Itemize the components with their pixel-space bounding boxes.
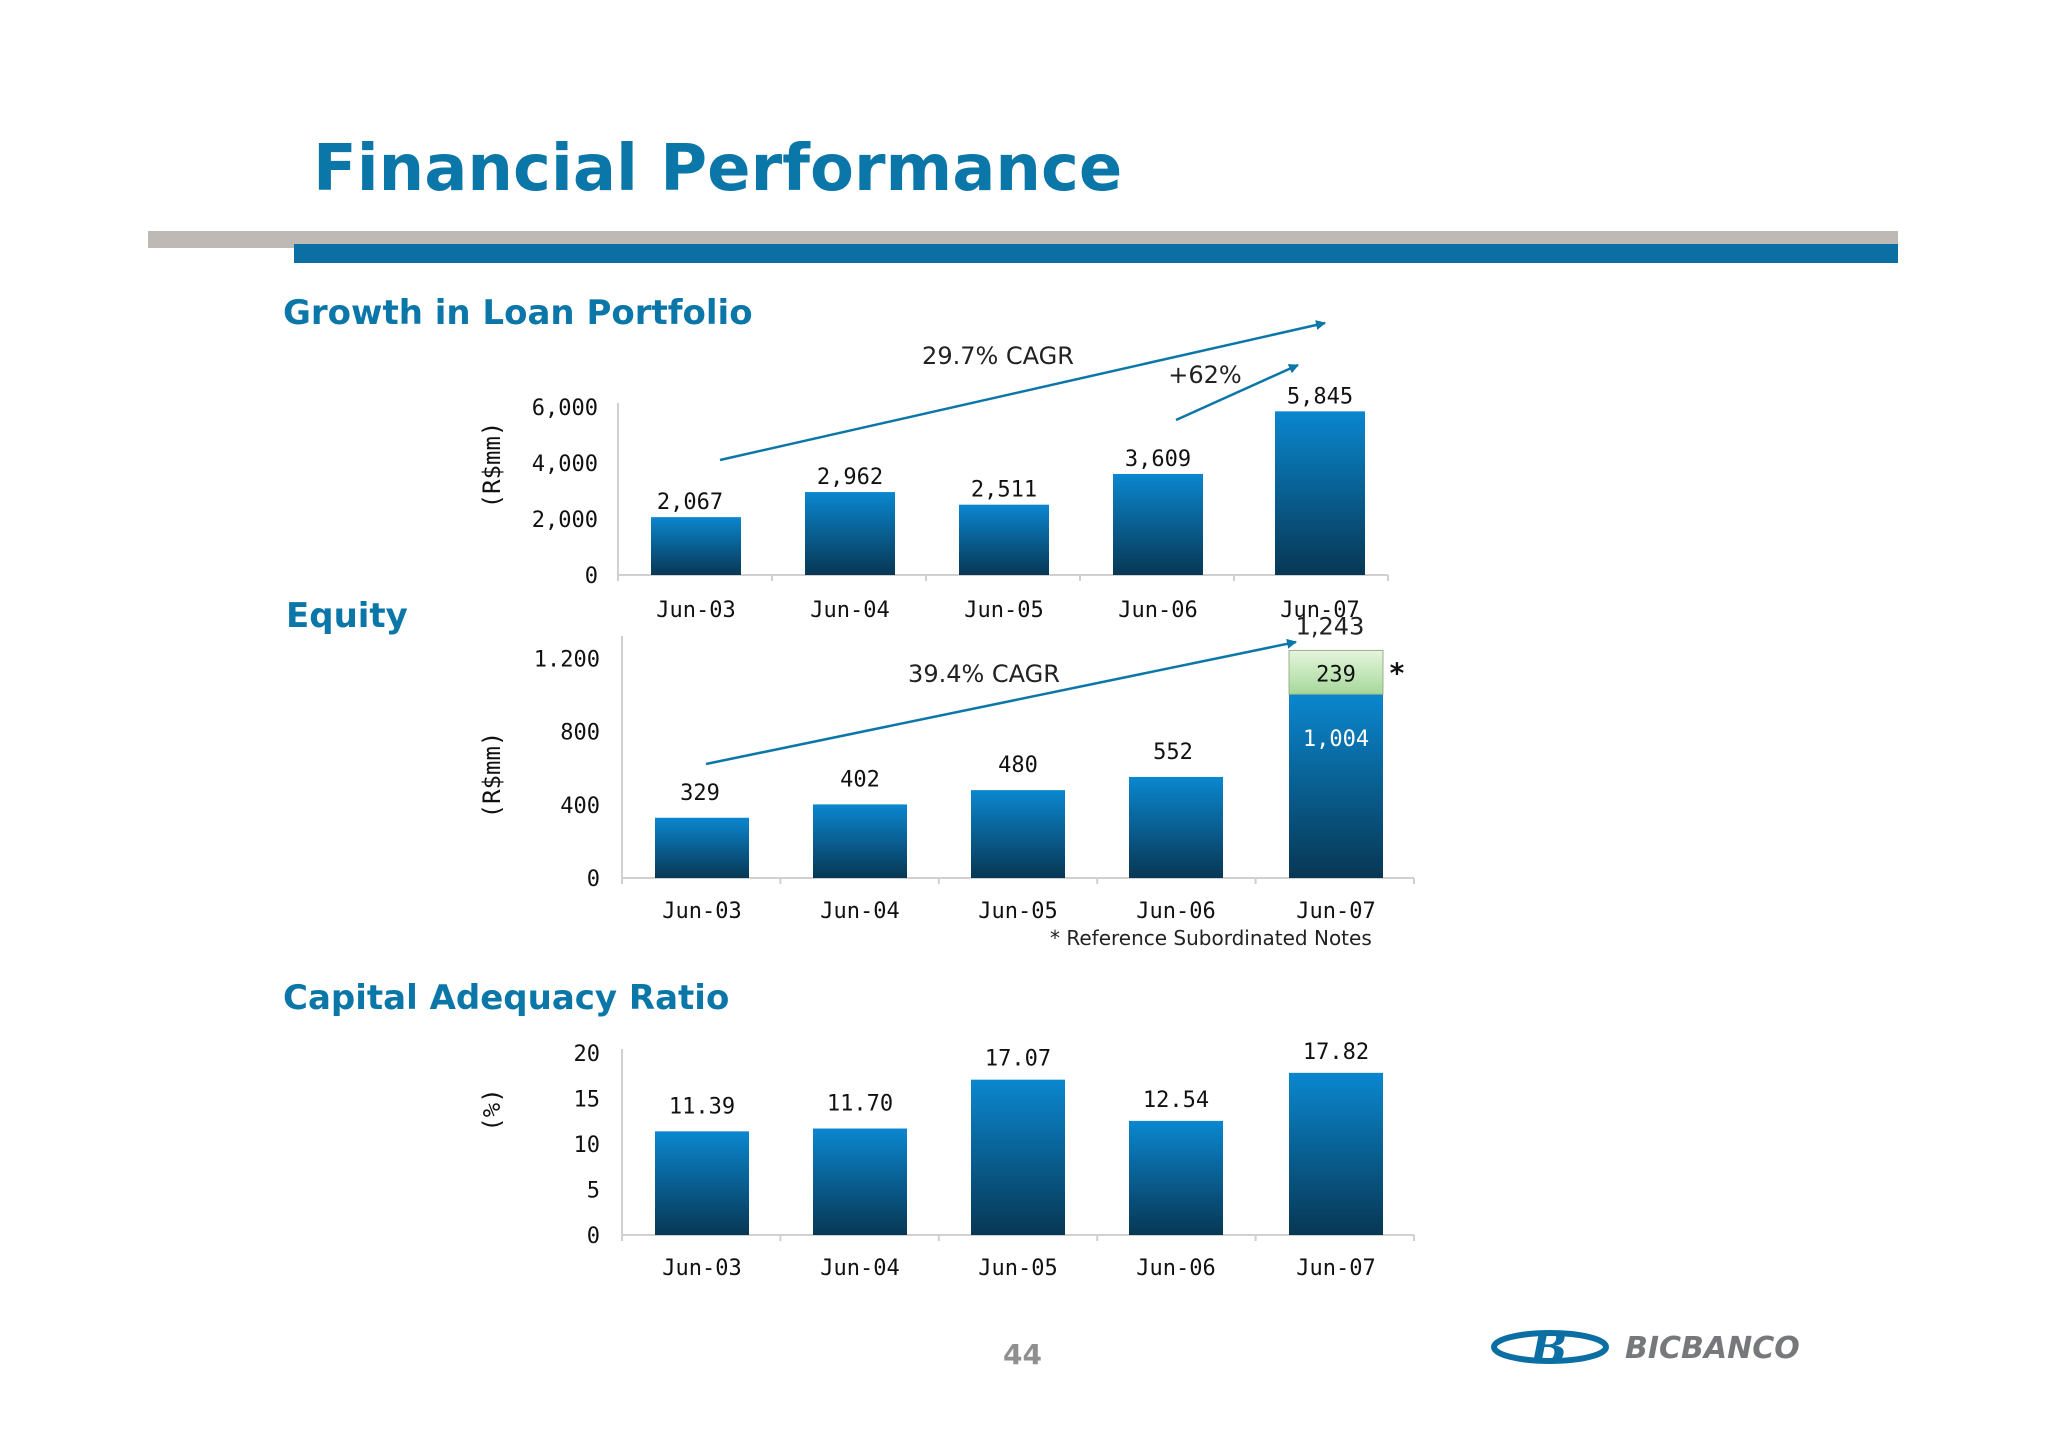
x-tick-label: Jun-04 <box>810 598 889 623</box>
bar <box>971 1079 1065 1235</box>
y-tick-label: 0 <box>587 867 600 892</box>
data-label: 402 <box>840 767 880 792</box>
x-tick-label: Jun-06 <box>1118 598 1197 623</box>
x-tick-label: Jun-07 <box>1280 598 1359 623</box>
data-label: 552 <box>1153 740 1193 765</box>
bar <box>813 1128 907 1235</box>
loan-portfolio-chart: 0 2,000 4,000 6,000 Jun-03 Jun-04 Jun-05 Jun-06… <box>478 320 1389 623</box>
x-tick-label: Jun-03 <box>662 1256 741 1281</box>
y-tick-label: 0 <box>587 1224 600 1249</box>
y-tick-label: 6,000 <box>532 396 598 421</box>
y-tick-label: 10 <box>574 1133 601 1158</box>
equity-chart: 0 400 800 1.200 Jun-03 Jun-04 Jun-05 Jun-06 Jun-… <box>478 612 1415 924</box>
bar <box>655 1131 749 1235</box>
growth-arrow <box>1175 363 1299 422</box>
y-tick-label: 15 <box>574 1088 601 1113</box>
capital-adequacy-chart: 0 5 10 15 20 Jun-03 Jun-04 Jun-05 Jun-06 Jun-07 (%… <box>478 1040 1415 1281</box>
x-tick-label: Jun-04 <box>820 899 899 924</box>
x-tick-label: Jun-03 <box>656 598 735 623</box>
data-label: 239 <box>1316 662 1356 687</box>
data-label: 17.07 <box>985 1047 1051 1072</box>
page-title: Financial Performance <box>313 132 1123 206</box>
y-tick-label: 2,000 <box>532 508 598 533</box>
y-axis-label: (%) <box>478 1088 506 1131</box>
y-tick-label: 5 <box>587 1179 600 1204</box>
stacked-bar <box>1288 649 1384 695</box>
data-label: 1,004 <box>1303 727 1369 752</box>
y-tick-label: 0 <box>585 564 598 589</box>
data-label: 329 <box>680 781 720 806</box>
x-tick-label: Jun-04 <box>820 1256 899 1281</box>
x-tick-label: Jun-05 <box>964 598 1043 623</box>
bar <box>971 790 1065 878</box>
svg-text:B: B <box>1528 1325 1567 1369</box>
bar <box>1129 1120 1223 1235</box>
divider-blue <box>294 244 1898 263</box>
data-label: 2,067 <box>657 490 723 515</box>
cagr-annotation: 39.4% CAGR <box>908 660 1060 688</box>
data-label: 5,845 <box>1287 384 1353 409</box>
y-tick-label: 1.200 <box>534 647 600 672</box>
bar <box>805 492 895 575</box>
bar <box>813 804 907 878</box>
cagr-arrow <box>705 638 1297 766</box>
bicbanco-logo: B BICBANCO <box>1491 1325 1800 1369</box>
bar <box>1113 473 1203 575</box>
bar <box>959 504 1049 575</box>
y-tick-label: 800 <box>560 721 600 746</box>
x-tick-label: Jun-05 <box>978 899 1057 924</box>
divider-gray <box>148 231 1898 248</box>
footnote-marker: * <box>1390 656 1405 689</box>
y-tick-label: 400 <box>560 794 600 819</box>
page-number: 44 <box>1003 1338 1042 1371</box>
footnote: * Reference Subordinated Notes <box>1050 926 1372 950</box>
data-label: 17.82 <box>1303 1040 1369 1065</box>
svg-text:BICBANCO: BICBANCO <box>1625 1331 1800 1366</box>
x-tick-label: Jun-03 <box>662 899 741 924</box>
x-tick-label: Jun-05 <box>978 1256 1057 1281</box>
data-label: 2,511 <box>971 478 1037 503</box>
x-tick-label: Jun-06 <box>1136 899 1215 924</box>
bar <box>1275 411 1365 575</box>
x-tick-label: Jun-07 <box>1296 899 1375 924</box>
x-tick-label: Jun-07 <box>1296 1256 1375 1281</box>
growth-annotation: +62% <box>1168 361 1241 389</box>
cagr-arrow <box>719 320 1326 462</box>
data-label: 11.39 <box>669 1094 735 1119</box>
total-label: 1,243 <box>1296 612 1365 640</box>
bar <box>1289 694 1383 878</box>
y-tick-label: 20 <box>574 1042 601 1067</box>
equity-heading: Equity <box>286 596 408 636</box>
y-axis-label: (R$mm) <box>478 732 506 819</box>
x-tick-label: Jun-06 <box>1136 1256 1215 1281</box>
bar <box>655 817 749 878</box>
data-label: 480 <box>998 753 1038 778</box>
bar <box>651 517 741 575</box>
bar <box>1289 1072 1383 1235</box>
bar <box>1129 776 1223 878</box>
cagr-annotation: 29.7% CAGR <box>922 342 1074 370</box>
capital-adequacy-heading: Capital Adequacy Ratio <box>283 978 730 1018</box>
loan-portfolio-heading: Growth in Loan Portfolio <box>283 293 753 333</box>
data-label: 3,609 <box>1125 447 1191 472</box>
data-label: 11.70 <box>827 1092 893 1117</box>
y-axis-label: (R$mm) <box>478 422 506 509</box>
y-tick-label: 4,000 <box>532 452 598 477</box>
data-label: 12.54 <box>1143 1088 1209 1113</box>
data-label: 2,962 <box>817 465 883 490</box>
